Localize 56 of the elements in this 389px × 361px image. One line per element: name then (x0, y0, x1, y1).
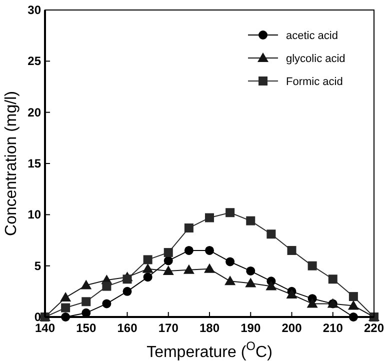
point (143, 255, 152, 264)
point (266, 230, 276, 239)
point (184, 223, 194, 232)
point (204, 263, 215, 273)
point (306, 298, 318, 308)
point (226, 257, 235, 266)
x-tick-label: 140 (34, 321, 56, 335)
point (348, 292, 358, 302)
point (348, 300, 359, 310)
point (245, 278, 256, 288)
point (205, 246, 214, 255)
x-tick-label: 220 (364, 321, 384, 335)
point (60, 292, 72, 302)
point (143, 272, 152, 282)
point (164, 248, 173, 258)
point (226, 208, 235, 218)
point (183, 264, 194, 274)
legend-label: glycolic acid (286, 53, 346, 65)
point (82, 297, 91, 306)
y-tick-label: 30 (28, 3, 42, 17)
legend-label: acetic acid (286, 30, 338, 42)
y-tick-label: 5 (34, 258, 42, 273)
x-tick-label: 170 (158, 321, 179, 335)
point (61, 303, 70, 312)
y-tick-label: 0 (34, 310, 42, 324)
point (122, 286, 132, 296)
point (142, 263, 154, 273)
point (308, 261, 317, 270)
point (122, 274, 132, 284)
x-tick-label: 160 (117, 321, 138, 335)
x-tick-label: 190 (240, 321, 261, 335)
y-axis-title: Concentration (mg/l) (3, 91, 20, 236)
point (266, 280, 277, 290)
point (286, 288, 298, 298)
point (205, 213, 214, 222)
point (164, 256, 173, 266)
x-axis-title: Temperature ($^{O}$C) (146, 339, 272, 361)
y-tick-label: 25 (28, 54, 42, 68)
point (102, 299, 112, 308)
x-tick-label: 210 (322, 321, 344, 335)
point (224, 276, 236, 286)
x-tick-label: 200 (282, 321, 302, 335)
legend-label: Formic acid (286, 76, 343, 88)
point (184, 246, 194, 255)
point (287, 246, 296, 255)
x-tick-label: 150 (76, 321, 96, 335)
y-tick-label: 20 (28, 105, 42, 120)
point (162, 265, 174, 275)
point (102, 282, 112, 291)
point (328, 274, 338, 284)
point (246, 216, 256, 226)
point (246, 266, 256, 276)
y-tick-label: 15 (28, 156, 42, 170)
y-tick-label: 10 (28, 208, 42, 222)
x-tick-label: 180 (199, 321, 220, 335)
point (80, 280, 92, 290)
